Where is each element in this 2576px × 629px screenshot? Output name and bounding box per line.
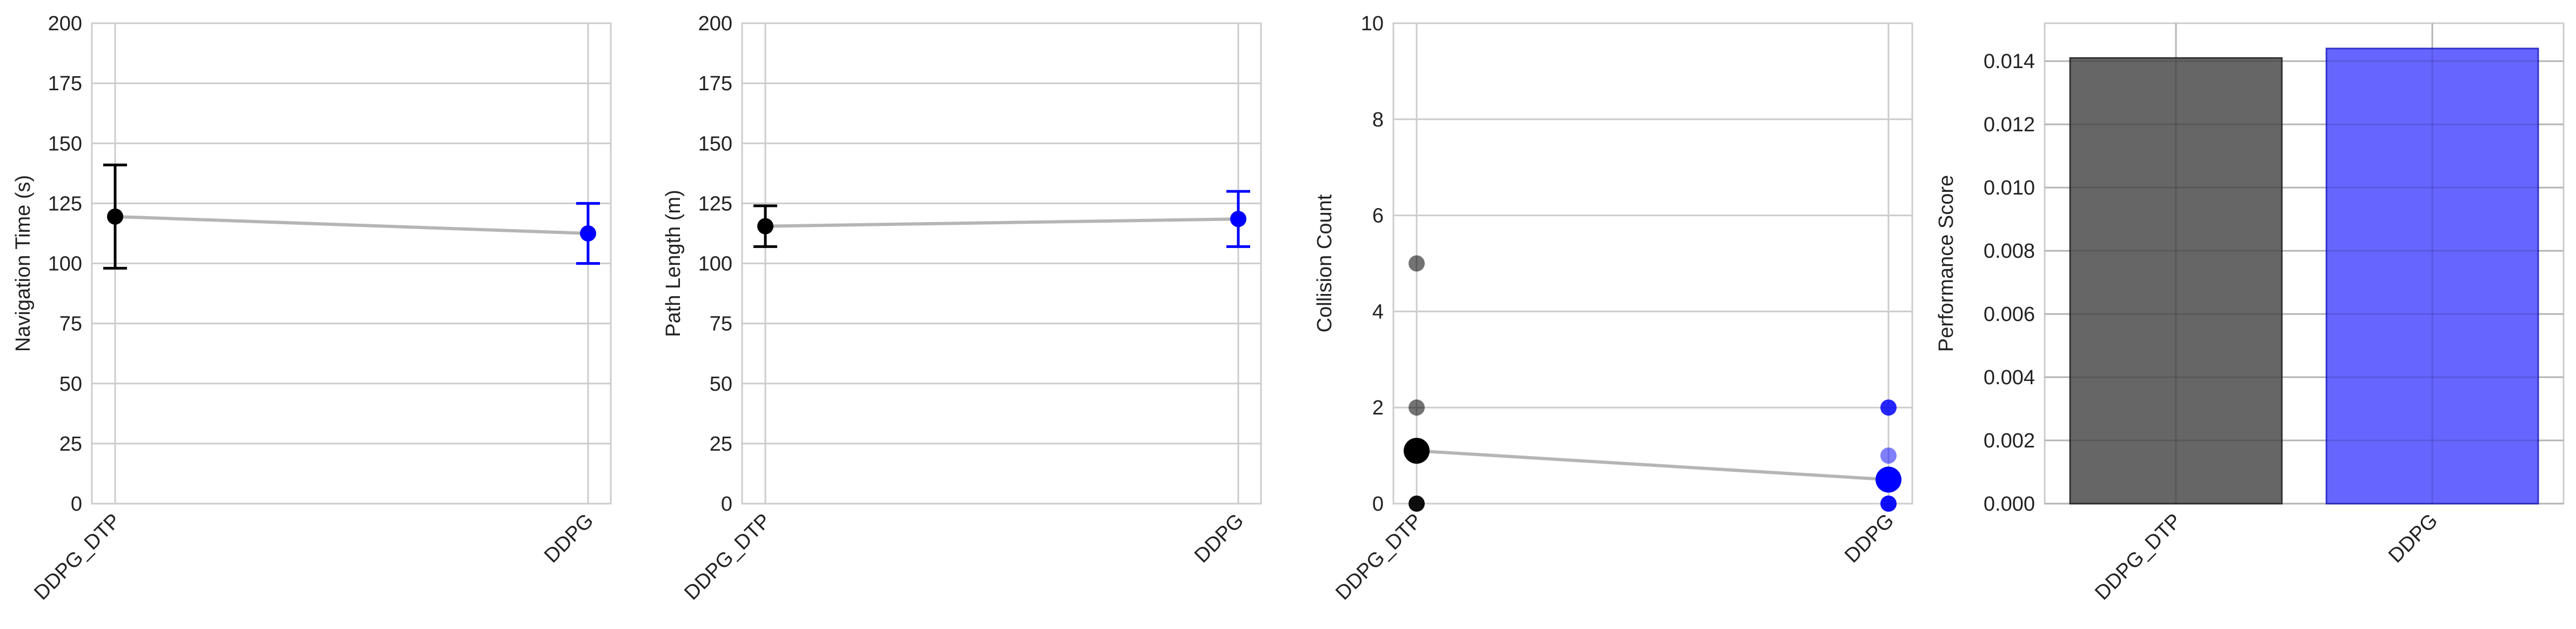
y-tick-label: 0.010 [1984, 177, 2035, 199]
y-tick-label: 100 [698, 253, 732, 276]
y-tick-label: 175 [698, 72, 732, 95]
y-tick-label: 200 [698, 12, 732, 35]
y-tick-label: 0 [71, 493, 82, 516]
collision-point [1880, 399, 1897, 416]
x-tick-label: DDPG [540, 510, 598, 567]
x-tick-label: DDPG_DTP [680, 510, 775, 605]
mean-trend-line [765, 217, 1239, 228]
y-tick-label: 0.000 [1984, 493, 2035, 516]
y-tick-label: 50 [59, 373, 82, 396]
axes-frame [91, 22, 612, 505]
mean-point [580, 225, 596, 242]
x-tick-label: DDPG [1840, 510, 1898, 567]
mean-point [1404, 438, 1430, 464]
x-tick-label: DDPG_DTP [2091, 510, 2186, 605]
y-tick-label: 0.002 [1984, 430, 2035, 452]
collision-point [1880, 496, 1897, 512]
y-axis-label: Performance Score [1935, 175, 1958, 352]
collision-point [1409, 496, 1425, 512]
y-tick-label: 125 [48, 192, 82, 215]
y-tick-label: 8 [1372, 109, 1384, 131]
y-tick-label: 6 [1372, 205, 1384, 227]
y-tick-label: 0.012 [1984, 113, 2035, 136]
mean-point [1230, 211, 1246, 227]
y-tick-label: 75 [710, 313, 732, 336]
axes-frame [2044, 22, 2565, 505]
collision-point [1409, 255, 1425, 272]
mean-trend-line [1416, 449, 1889, 481]
y-tick-label: 0.004 [1984, 366, 2035, 389]
y-axis-label: Path Length (m) [662, 190, 685, 337]
y-tick-label: 0.006 [1984, 303, 2035, 326]
y-tick-label: 50 [710, 373, 732, 396]
y-tick-label: 125 [698, 192, 732, 215]
x-tick-label: DDPG_DTP [30, 510, 125, 605]
mean-trend-line [115, 215, 589, 235]
x-tick-label: DDPG [1190, 510, 1248, 567]
y-tick-label: 200 [48, 12, 82, 35]
y-tick-label: 25 [710, 433, 732, 456]
x-tick-label: DDPG_DTP [1331, 510, 1426, 605]
y-tick-label: 0.014 [1984, 50, 2035, 73]
y-axis-label: Collision Count [1313, 194, 1336, 332]
y-tick-label: 0 [721, 493, 732, 516]
y-tick-label: 4 [1372, 300, 1384, 323]
bar [2069, 57, 2283, 505]
bar [2325, 48, 2539, 505]
y-tick-label: 100 [48, 253, 82, 276]
y-tick-label: 2 [1372, 397, 1384, 419]
x-tick-label: DDPG [2384, 510, 2442, 567]
y-axis-label: Navigation Time (s) [12, 175, 35, 352]
y-tick-label: 175 [48, 72, 82, 95]
mean-point [1876, 466, 1901, 493]
y-tick-label: 10 [1361, 12, 1384, 35]
mean-point [107, 208, 123, 225]
y-tick-label: 25 [59, 433, 82, 456]
mean-point [757, 218, 773, 235]
y-tick-label: 150 [48, 132, 82, 155]
y-tick-label: 0 [1372, 493, 1384, 516]
collision-point [1880, 447, 1897, 464]
collision-point [1409, 399, 1425, 416]
axes-frame [741, 22, 1262, 505]
y-tick-label: 75 [59, 313, 82, 336]
axes-frame [1392, 22, 1913, 505]
y-tick-label: 150 [698, 132, 732, 155]
y-tick-label: 0.008 [1984, 240, 2035, 263]
